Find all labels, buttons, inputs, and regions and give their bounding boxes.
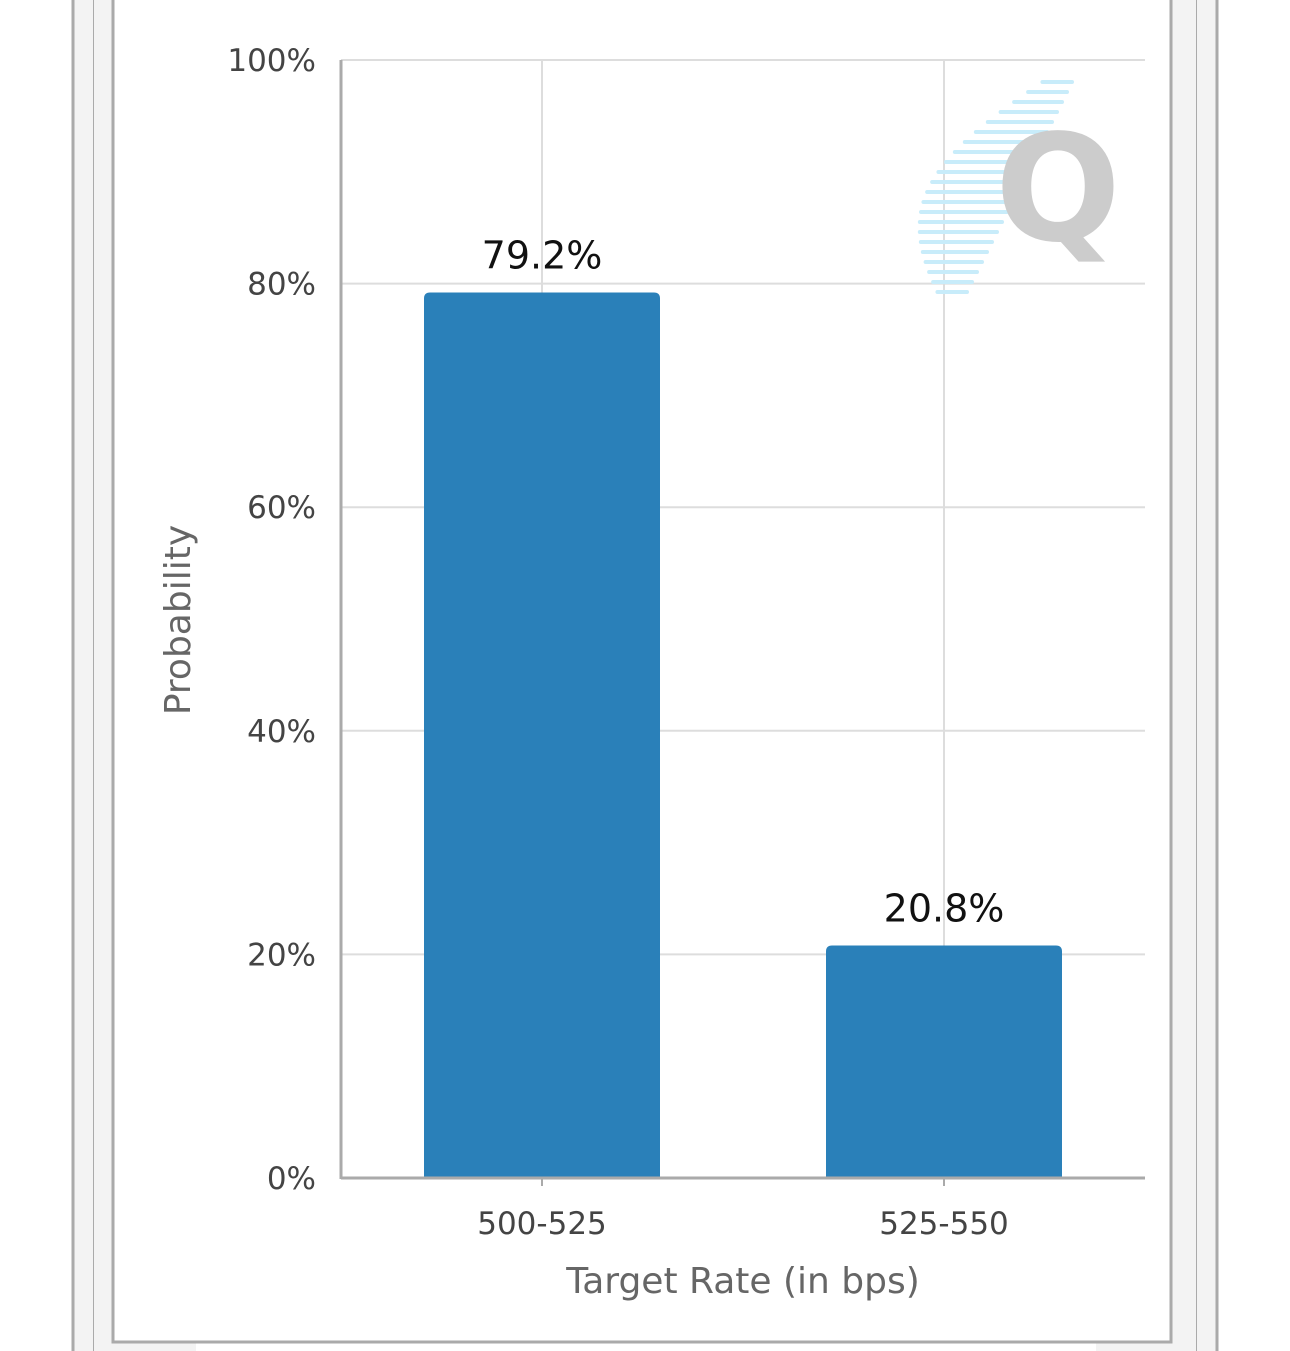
bar-525-550[interactable] <box>826 945 1062 1178</box>
y-tick-label: 100% <box>227 43 316 79</box>
y-tick-label: 40% <box>247 714 316 750</box>
watermark-letter: Q <box>995 103 1121 275</box>
y-tick-label: 60% <box>247 490 316 526</box>
y-axis-title: Probability <box>158 525 199 715</box>
y-tick-label: 20% <box>247 937 316 973</box>
frame-right-strip <box>1196 0 1218 1351</box>
watermark-stripes <box>917 80 1074 294</box>
bar-value-label: 79.2% <box>482 234 603 278</box>
y-tick-label: 0% <box>267 1161 316 1197</box>
x-tick-label: 525-550 <box>879 1206 1009 1242</box>
q-logo-icon: Q <box>917 80 1121 294</box>
bars <box>424 292 1062 1178</box>
x-tick-label: 500-525 <box>477 1206 607 1242</box>
labels: 0% 20% 40% 60% 80% 100% 79.2% 500-525 20.8% 525-5… <box>227 43 1008 1242</box>
axes <box>339 60 1145 1186</box>
y-tick-label: 80% <box>247 267 316 303</box>
bar-value-label: 20.8% <box>884 886 1005 930</box>
x-axis-title: Target Rate (in bps) <box>565 1261 920 1302</box>
bar-500-525[interactable] <box>424 292 660 1178</box>
frame-left-strip <box>72 0 94 1351</box>
